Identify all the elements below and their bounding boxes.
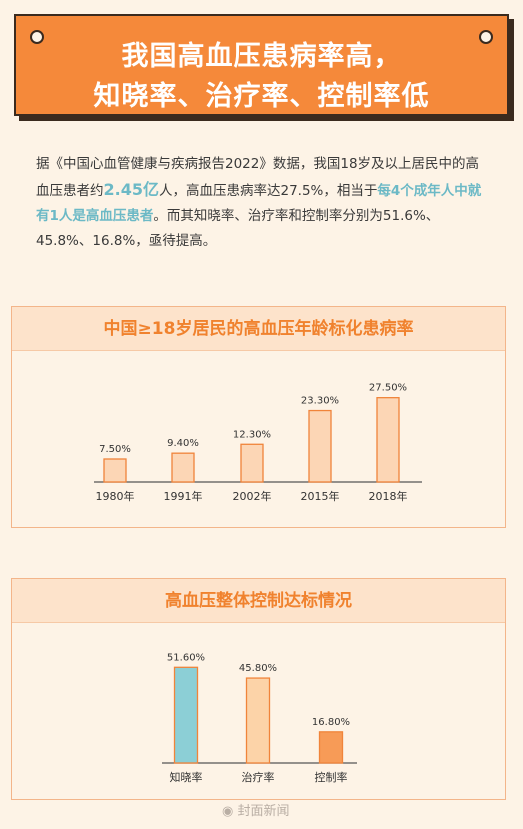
control-chart: 51.60% 知晓率 45.80% 治疗率 16.80% 控制率 <box>162 652 357 784</box>
intro-text-1: 据《中国心血管健康与疾病报告2022》数据，我国18岁及以上居民中的高血压患者约 <box>36 156 480 199</box>
watermark: ◉ 封面新闻 <box>222 800 290 819</box>
prevalence-panel: 中国≥18岁居民的高血压年龄标化患病率 7.50% 1980年 9.40% 1991年… <box>11 306 506 528</box>
data-label-1: 45.80% <box>239 663 277 674</box>
bar-3 <box>308 409 332 483</box>
prevalence-chart: 7.50% 1980年 9.40% 1991年 12.30% 2002年 23.30% 201… <box>94 383 422 503</box>
bar-4 <box>376 397 400 483</box>
intro-highlight-ratio: 每4个成年人中就有1人是高血压患者 <box>36 183 482 224</box>
intro-paragraph: 据《中国心血管健康与疾病报告2022》数据，我国18岁及以上居民中的高血压患者约… <box>36 152 491 254</box>
weibo-logo-icon: ◉ <box>222 804 234 819</box>
banner-dot-left-icon <box>30 30 44 44</box>
data-label-2: 12.30% <box>233 429 271 440</box>
bar-1 <box>171 452 195 483</box>
tick-label-0: 知晓率 <box>170 770 203 784</box>
bar-0 <box>103 458 127 483</box>
tick-label-2: 2002年 <box>233 489 272 503</box>
control-panel: 高血压整体控制达标情况 51.60% 知晓率 45.80% 治疗率 16.80% 控制率 <box>11 578 506 800</box>
control-chart-title: 高血压整体控制达标情况 <box>12 579 505 623</box>
bar-0 <box>173 666 199 764</box>
tick-label-1: 1991年 <box>164 489 203 503</box>
bar-2 <box>240 443 264 483</box>
intro-highlight-patients: 2.45亿 <box>103 180 159 199</box>
tick-label-0: 1980年 <box>96 489 135 503</box>
intro-text-3: 。而其知晓率、治疗率和控制率分别为51.6%、45.8%、16.8%，亟待提高。 <box>36 208 440 249</box>
title-line-2: 知晓率、治疗率、控制率低 <box>93 81 430 112</box>
banner-dot-right-icon <box>479 30 493 44</box>
data-label-3: 23.30% <box>301 396 339 407</box>
tick-label-4: 2018年 <box>369 489 408 503</box>
tick-label-1: 治疗率 <box>242 770 275 784</box>
title-line-1: 我国高血压患病率高， <box>121 41 402 72</box>
data-label-1: 9.40% <box>167 438 199 449</box>
tick-label-3: 2015年 <box>301 489 340 503</box>
data-label-0: 7.50% <box>99 444 131 455</box>
data-label-2: 16.80% <box>312 717 350 728</box>
watermark-text: 封面新闻 <box>237 804 290 819</box>
intro-text-2: 人，高血压患病率达27.5%，相当于 <box>158 183 378 199</box>
title-banner: 我国高血压患病率高， 知晓率、治疗率、控制率低 <box>14 14 509 116</box>
tick-label-2: 控制率 <box>315 770 348 784</box>
prevalence-chart-title: 中国≥18岁居民的高血压年龄标化患病率 <box>12 307 505 351</box>
data-label-4: 27.50% <box>369 383 407 394</box>
data-label-0: 51.60% <box>167 652 205 663</box>
bar-1 <box>245 677 271 764</box>
bar-2 <box>318 731 344 764</box>
